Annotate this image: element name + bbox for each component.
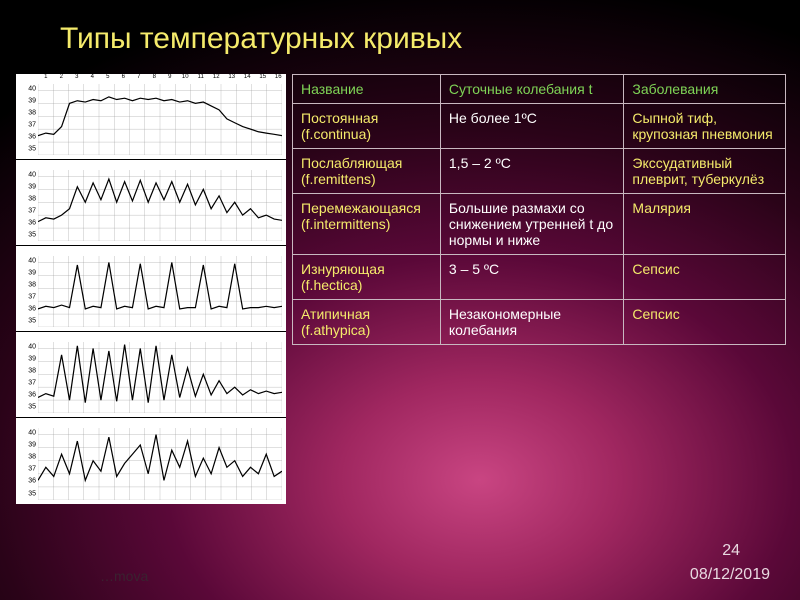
plot-area <box>38 84 282 155</box>
cell-fluct: 1,5 – 2 ºС <box>440 149 624 194</box>
chart-intermittens: 40 39 38 37 36 35 <box>16 246 286 332</box>
y-tick: 35 <box>28 317 36 324</box>
y-tick: 39 <box>28 441 36 448</box>
col-header-name: Название <box>293 75 441 104</box>
table-row: Постоянная (f.continua)Не более 1ºССыпно… <box>293 104 786 149</box>
table-row: Перемежающаяся (f.intermittens)Большие р… <box>293 194 786 255</box>
y-tick: 37 <box>28 207 36 214</box>
x-tick: 6 <box>116 74 132 84</box>
y-tick: 39 <box>28 97 36 104</box>
chart-athypica: 40 39 38 37 36 35 <box>16 418 286 504</box>
y-tick: 37 <box>28 466 36 473</box>
cell-name: Постоянная (f.continua) <box>293 104 441 149</box>
y-tick: 36 <box>28 391 36 398</box>
cell-disease: Сепсис <box>624 300 786 345</box>
y-axis: 40 39 38 37 36 35 <box>16 74 38 159</box>
col-header-disease: Заболевания <box>624 75 786 104</box>
y-tick: 35 <box>28 231 36 238</box>
y-tick: 37 <box>28 379 36 386</box>
cell-fluct: Незакономерные колебания <box>440 300 624 345</box>
y-axis: 40 39 38 37 36 35 <box>16 332 38 417</box>
table-row: Атипичная (f.athypica)Незакономерные кол… <box>293 300 786 345</box>
y-tick: 40 <box>28 343 36 350</box>
x-tick: 7 <box>131 74 147 84</box>
cell-name: Перемежающаяся (f.intermittens) <box>293 194 441 255</box>
y-tick: 38 <box>28 454 36 461</box>
x-tick: 16 <box>271 74 287 84</box>
x-axis: 12345678910111213141516 <box>38 74 286 84</box>
y-axis: 40 39 38 37 36 35 <box>16 418 38 504</box>
x-tick: 3 <box>69 74 85 84</box>
y-tick: 39 <box>28 269 36 276</box>
y-tick: 35 <box>28 403 36 410</box>
x-tick: 12 <box>209 74 225 84</box>
y-tick: 40 <box>28 429 36 436</box>
y-tick: 38 <box>28 195 36 202</box>
cell-fluct: Большие размахи со снижением утренней t … <box>440 194 624 255</box>
chart-hectica: 40 39 38 37 36 35 <box>16 332 286 418</box>
page-title: Типы температурных кривых <box>0 0 800 56</box>
cell-fluct: 3 – 5 ºС <box>440 255 624 300</box>
chart-continua: 40393837363512345678910111213141516 <box>16 74 286 160</box>
y-tick: 39 <box>28 183 36 190</box>
x-tick: 2 <box>54 74 70 84</box>
y-tick: 38 <box>28 367 36 374</box>
y-tick: 36 <box>28 478 36 485</box>
y-tick: 37 <box>28 121 36 128</box>
y-tick: 36 <box>28 133 36 140</box>
x-tick: 13 <box>224 74 240 84</box>
x-tick: 10 <box>178 74 194 84</box>
x-tick: 1 <box>38 74 54 84</box>
table-panel: Название Суточные колебания t Заболевани… <box>292 74 800 504</box>
cell-fluct: Не более 1ºС <box>440 104 624 149</box>
plot-area <box>38 428 282 500</box>
table-row: Изнуряющая (f.hectica)3 – 5 ºССепсис <box>293 255 786 300</box>
x-tick: 11 <box>193 74 209 84</box>
y-tick: 35 <box>28 145 36 152</box>
x-tick: 8 <box>147 74 163 84</box>
x-tick: 4 <box>85 74 101 84</box>
chart-remittens: 40 39 38 37 36 35 <box>16 160 286 246</box>
charts-panel: 4039383736351234567891011121314151640393… <box>16 74 286 504</box>
y-tick: 36 <box>28 305 36 312</box>
copyright: …mova <box>100 568 148 584</box>
y-tick: 40 <box>28 85 36 92</box>
y-tick: 39 <box>28 355 36 362</box>
cell-disease: Сепсис <box>624 255 786 300</box>
y-tick: 37 <box>28 293 36 300</box>
y-tick: 40 <box>28 257 36 264</box>
content-area: 4039383736351234567891011121314151640393… <box>0 56 800 504</box>
cell-disease: Сыпной тиф, крупозная пневмония <box>624 104 786 149</box>
x-tick: 9 <box>162 74 178 84</box>
x-tick: 14 <box>240 74 256 84</box>
slide-number: 24 <box>722 542 740 560</box>
cell-disease: Экссудативный плеврит, туберкулёз <box>624 149 786 194</box>
y-tick: 38 <box>28 281 36 288</box>
plot-area <box>38 342 282 413</box>
cell-name: Изнуряющая (f.hectica) <box>293 255 441 300</box>
cell-name: Атипичная (f.athypica) <box>293 300 441 345</box>
y-axis: 40 39 38 37 36 35 <box>16 246 38 331</box>
col-header-fluct: Суточные колебания t <box>440 75 624 104</box>
y-axis: 40 39 38 37 36 35 <box>16 160 38 245</box>
y-tick: 38 <box>28 109 36 116</box>
plot-area <box>38 256 282 327</box>
y-tick: 35 <box>28 490 36 497</box>
fever-types-table: Название Суточные колебания t Заболевани… <box>292 74 786 345</box>
y-tick: 36 <box>28 219 36 226</box>
x-tick: 5 <box>100 74 116 84</box>
cell-name: Послабляющая (f.remittens) <box>293 149 441 194</box>
y-tick: 40 <box>28 171 36 178</box>
plot-area <box>38 170 282 241</box>
x-tick: 15 <box>255 74 271 84</box>
slide-date: 08/12/2019 <box>690 566 770 584</box>
table-row: Послабляющая (f.remittens)1,5 – 2 ºСЭксс… <box>293 149 786 194</box>
cell-disease: Малярия <box>624 194 786 255</box>
